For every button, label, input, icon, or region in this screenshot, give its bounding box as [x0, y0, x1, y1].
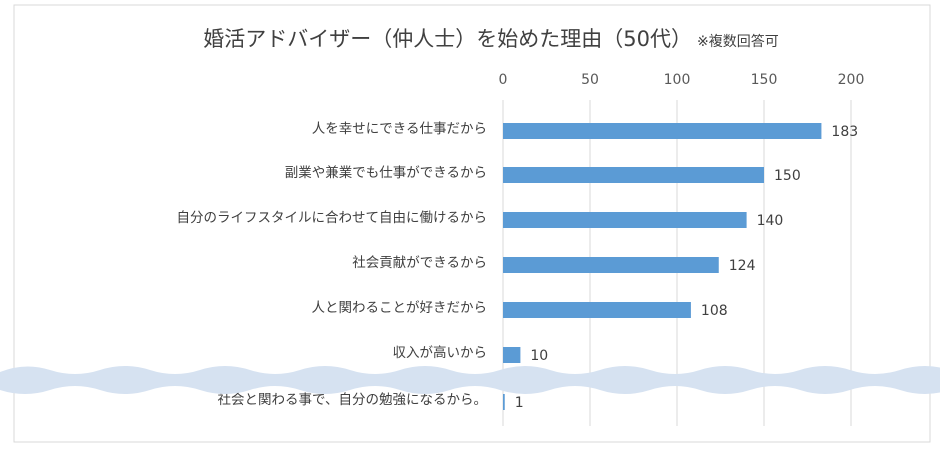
plot: 0 50 100 150 200 人を幸せにできる仕事だから 183 副業や兼業でも仕事ができ… — [177, 72, 865, 426]
x-tick-label: 200 — [838, 72, 865, 88]
y-tick-label: 自分のライフスタイルに合わせて自由に働けるから — [177, 210, 488, 226]
x-tick-label: 150 — [751, 72, 778, 88]
value-label: 150 — [774, 168, 801, 184]
break-band — [0, 366, 940, 394]
y-tick-label: 社会貢献ができるから — [352, 255, 487, 271]
value-label: 10 — [530, 348, 548, 364]
bar — [503, 257, 719, 273]
chart-subtitle: ※複数回答可 — [697, 33, 779, 50]
bar — [503, 394, 505, 410]
y-tick-label: 社会と関わる事で、自分の勉強になるから。 — [218, 392, 487, 408]
y-tick-label: 収入が高いから — [393, 344, 488, 361]
x-tick-label: 50 — [581, 72, 599, 88]
x-tick-label: 100 — [664, 72, 691, 88]
bar — [503, 212, 747, 228]
bar — [503, 167, 764, 183]
value-label: 1 — [515, 395, 524, 411]
chart-title: 婚活アドバイザー（仲人士）を始めた理由（50代） — [203, 27, 692, 51]
bar — [503, 123, 822, 139]
x-tick-label: 0 — [499, 72, 508, 88]
value-label: 183 — [831, 124, 858, 140]
value-label: 140 — [757, 213, 784, 229]
chart-frame — [13, 4, 931, 443]
value-label: 124 — [729, 258, 756, 274]
bar — [503, 302, 691, 318]
bar — [503, 347, 521, 363]
y-tick-label: 人を幸せにできる仕事だから — [312, 121, 487, 137]
y-tick-label: 人と関わることが好きだから — [312, 300, 488, 316]
value-label: 108 — [701, 303, 728, 319]
y-tick-label: 副業や兼業でも仕事ができるから — [285, 165, 487, 181]
